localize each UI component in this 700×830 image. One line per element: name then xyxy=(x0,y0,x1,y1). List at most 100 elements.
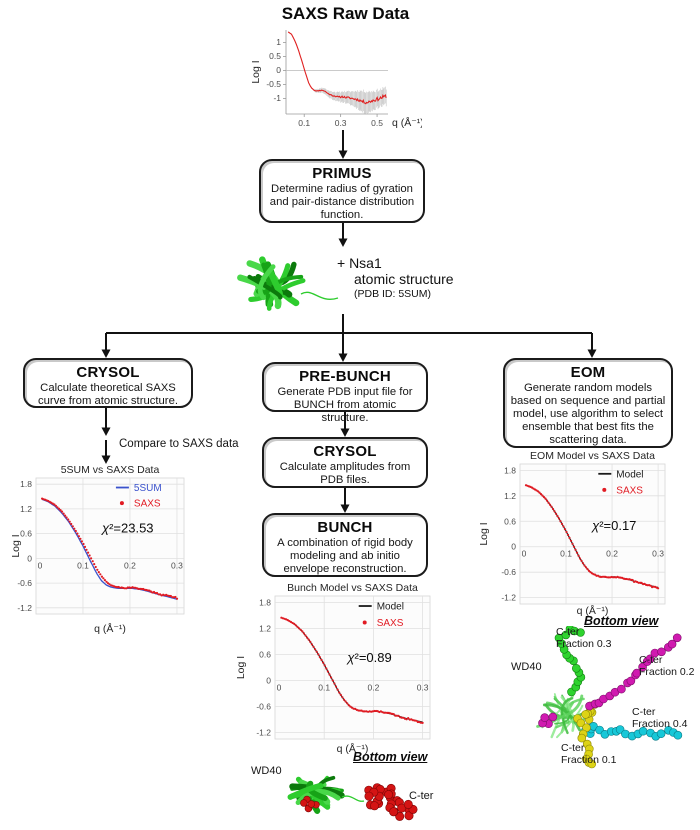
eom-model-vs-saxs-chart: 1.8 1.2 0.6 0 -0.6 -1.2 0 0.1 0.2 0.3 EOM Model vs… xyxy=(478,452,666,617)
flow-node-prebunch: PRE-BUNCH Generate PDB input file for BU… xyxy=(262,362,428,424)
compare-to-saxs-label: Compare to SAXS data xyxy=(119,438,239,450)
flow-node-primus: PRIMUS Determine radius of gyration and … xyxy=(259,159,425,223)
cter-fraction-04-line1: C-ter xyxy=(632,706,656,718)
svg-text:Log I: Log I xyxy=(235,656,247,679)
svg-text:5SUM vs SAXS Data: 5SUM vs SAXS Data xyxy=(61,464,160,476)
svg-text:5SUM: 5SUM xyxy=(134,483,162,494)
bunch-model-vs-saxs-chart: 1.8 1.2 0.6 0 -0.6 -1.2 0 0.1 0.2 0.3 Bunch Model … xyxy=(235,582,431,755)
svg-text:0.1: 0.1 xyxy=(298,118,310,128)
cter-fraction-01-line1: C-ter xyxy=(561,742,585,754)
nsa1-label-line2: atomic structure xyxy=(354,271,454,287)
svg-text:0: 0 xyxy=(511,542,516,552)
svg-text:1.8: 1.8 xyxy=(504,465,516,475)
node-title-prebunch: PRE-BUNCH xyxy=(299,368,391,385)
svg-text:-1.2: -1.2 xyxy=(17,603,32,613)
svg-text:Bunch Model vs SAXS Data: Bunch Model vs SAXS Data xyxy=(287,582,418,594)
wd40-label-mid: WD40 xyxy=(251,765,282,777)
svg-text:0.1: 0.1 xyxy=(77,560,89,570)
flow-node-crysol-left: CRYSOL Calculate theoretical SAXS curve … xyxy=(23,358,193,408)
svg-text:1.2: 1.2 xyxy=(259,624,271,634)
cter-fraction-03-line1: C-ter xyxy=(556,626,580,638)
svg-text:0.2: 0.2 xyxy=(606,549,618,559)
node-title-bunch: BUNCH xyxy=(317,519,373,536)
svg-text:SAXS: SAXS xyxy=(616,485,643,496)
node-title-crysol-left: CRYSOL xyxy=(76,364,140,381)
cter-fraction-02-line1: C-ter xyxy=(639,654,663,666)
svg-text:1.2: 1.2 xyxy=(504,491,516,501)
svg-text:0: 0 xyxy=(38,560,43,570)
flow-node-eom: EOM Generate random models based on sequ… xyxy=(503,358,673,448)
wd40-label-right: WD40 xyxy=(511,661,542,673)
eom-ensemble-structure-image xyxy=(536,626,683,769)
node-body-bunch: A combination of rigid body modeling and… xyxy=(277,537,413,576)
nsa1-label-block: + Nsa1 atomic structure (PDB ID: 5SUM) xyxy=(337,255,454,300)
nsa1-pdb-id: (PDB ID: 5SUM) xyxy=(354,288,432,300)
svg-text:-0.6: -0.6 xyxy=(256,702,271,712)
node-body-prebunch: Generate PDB input file for BUNCH from a… xyxy=(277,386,413,425)
svg-text:-0.6: -0.6 xyxy=(501,567,516,577)
node-body-crysol-left: Calculate theoretical SAXS curve from at… xyxy=(38,382,178,408)
bunch-model-structure-image xyxy=(287,775,418,821)
svg-text:q (Å⁻¹): q (Å⁻¹) xyxy=(94,622,126,635)
cter-fraction-03-line2: Fraction 0.3 xyxy=(556,637,612,650)
svg-text:q (Å⁻¹): q (Å⁻¹) xyxy=(337,742,369,755)
svg-text:1.8: 1.8 xyxy=(259,598,271,608)
svg-text:0.3: 0.3 xyxy=(417,683,429,693)
svg-text:Log I: Log I xyxy=(478,522,490,545)
svg-text:0.6: 0.6 xyxy=(504,516,516,526)
svg-text:0.1: 0.1 xyxy=(318,683,330,693)
svg-text:0.6: 0.6 xyxy=(259,650,271,660)
svg-text:Model: Model xyxy=(377,602,404,613)
svg-text:χ²=0.17: χ²=0.17 xyxy=(591,518,636,533)
svg-text:Log I: Log I xyxy=(250,60,262,83)
svg-text:χ²=23.53: χ²=23.53 xyxy=(101,520,154,535)
svg-text:Model: Model xyxy=(616,469,643,480)
svg-text:q (Å⁻¹): q (Å⁻¹) xyxy=(392,116,422,129)
5sum-vs-saxs-chart: 1.8 1.2 0.6 0 -0.6 -1.2 0 0.1 0.2 0.3 5SUM vs SAXS… xyxy=(10,464,185,635)
svg-text:0: 0 xyxy=(266,676,271,686)
svg-text:-1.2: -1.2 xyxy=(256,728,271,738)
cter-fraction-02-line2: Fraction 0.2 xyxy=(639,665,695,678)
node-body-primus: Determine radius of gyration and pair-di… xyxy=(269,183,415,222)
bottom-view-label-right: Bottom view xyxy=(584,614,659,628)
svg-text:0.6: 0.6 xyxy=(20,529,32,539)
raw-saxs-chart: 1 0.5 0 -0.5 -1 0.1 0.3 0.5 q (Å⁻¹) Log I xyxy=(250,30,422,129)
svg-text:0.1: 0.1 xyxy=(560,549,572,559)
node-title-crysol-mid: CRYSOL xyxy=(313,443,377,460)
svg-text:q (Å⁻¹): q (Å⁻¹) xyxy=(577,604,609,617)
nsa1-label-line1: + Nsa1 xyxy=(337,255,382,271)
svg-text:EOM Model vs SAXS Data: EOM Model vs SAXS Data xyxy=(530,452,655,462)
node-body-eom: Generate random models based on sequence… xyxy=(510,382,666,447)
cter-fraction-01-line2: Fraction 0.1 xyxy=(561,753,617,766)
svg-text:0: 0 xyxy=(276,65,281,75)
cter-fraction-01-label: C-ter Fraction 0.1 xyxy=(561,742,617,766)
svg-text:0.3: 0.3 xyxy=(171,560,183,570)
cter-fraction-04-label: C-ter Fraction 0.4 xyxy=(632,706,687,730)
svg-text:0.5: 0.5 xyxy=(371,118,383,128)
svg-text:1.2: 1.2 xyxy=(20,504,32,514)
svg-text:-0.5: -0.5 xyxy=(266,79,281,89)
svg-text:χ²=0.89: χ²=0.89 xyxy=(346,650,391,665)
svg-text:-1: -1 xyxy=(273,93,281,103)
bottom-view-label-mid: Bottom view xyxy=(353,750,428,764)
svg-text:0: 0 xyxy=(277,683,282,693)
cter-fraction-03-label: C-ter Fraction 0.3 xyxy=(556,626,612,650)
svg-text:0.5: 0.5 xyxy=(269,51,281,61)
nsa1-structure-image xyxy=(237,256,339,311)
cter-fraction-02-label: C-ter Fraction 0.2 xyxy=(639,654,695,678)
figure-title: SAXS Raw Data xyxy=(281,4,410,23)
cter-label-mid: C-ter xyxy=(409,790,434,802)
node-title-eom: EOM xyxy=(570,364,606,381)
svg-text:0.3: 0.3 xyxy=(335,118,347,128)
svg-text:0.3: 0.3 xyxy=(652,549,664,559)
svg-text:0.2: 0.2 xyxy=(124,560,136,570)
flow-node-bunch: BUNCH A combination of rigid body modeli… xyxy=(262,513,428,577)
svg-text:-0.6: -0.6 xyxy=(17,578,32,588)
node-body-crysol-mid: Calculate amplitudes from PDB files. xyxy=(279,461,411,487)
svg-text:Log I: Log I xyxy=(10,534,22,557)
svg-text:-1.2: -1.2 xyxy=(501,593,516,603)
flow-node-crysol-mid: CRYSOL Calculate amplitudes from PDB fil… xyxy=(262,437,428,488)
svg-text:0: 0 xyxy=(522,549,527,559)
svg-text:0: 0 xyxy=(27,553,32,563)
